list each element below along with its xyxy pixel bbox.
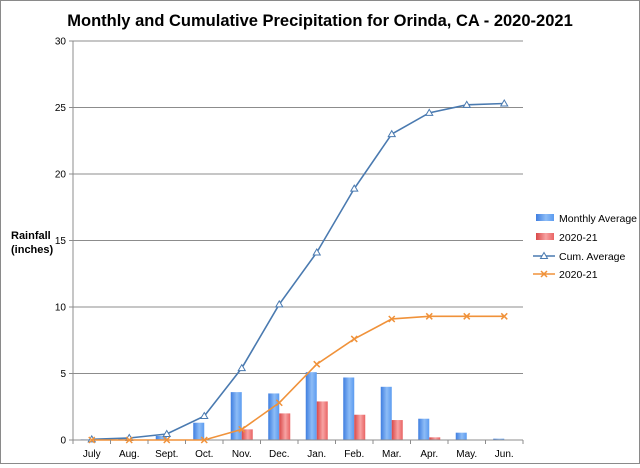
point-cum-average-nov <box>237 363 247 372</box>
point-cum-average-feb <box>349 184 359 192</box>
point-cum-average-may <box>462 100 472 108</box>
point-2020-21-jun <box>500 312 508 320</box>
bar-2020-21-apr <box>429 437 441 440</box>
x-tick-label-jan: Jan. <box>307 449 326 460</box>
legend-swatch-2020-21-bar <box>536 233 554 240</box>
bar-2020-21-feb <box>354 414 366 440</box>
y-tick-label: 10 <box>55 303 67 314</box>
x-tick-label-feb: Feb. <box>344 449 364 460</box>
point-cum-average-dec <box>274 299 284 308</box>
x-tick-label-dec: Dec. <box>269 449 290 460</box>
line-2020-21 <box>91 315 505 441</box>
point-cum-average-sept <box>162 429 172 438</box>
legend-label-monthly-average: Monthly Average <box>559 213 637 225</box>
bar-monthly-average-apr <box>418 418 430 440</box>
bar-monthly-average-dec <box>268 393 280 440</box>
point-cum-average-apr <box>424 108 434 116</box>
x-tick-label-nov: Nov. <box>232 449 252 460</box>
x-tick-label-oct: Oct. <box>195 449 213 460</box>
point-cum-average-jan <box>312 247 322 256</box>
lines <box>87 99 509 444</box>
point-2020-21-july <box>88 436 96 444</box>
y-tick-label: 0 <box>60 436 66 447</box>
bar-monthly-average-mar <box>380 386 392 440</box>
bar-2020-21-nov <box>241 429 253 440</box>
y-axis-label-line1: Rainfall <box>11 230 51 242</box>
gridlines <box>73 40 523 374</box>
x-tick-label-mar: Mar. <box>382 449 401 460</box>
legend-label-cum-average: Cum. Average <box>559 251 626 263</box>
legend-x-icon <box>540 270 548 278</box>
y-axis-label-line2: (inches) <box>11 244 54 256</box>
bar-monthly-average-sept <box>155 436 167 440</box>
y-axis-ticks: 0 5 10 15 20 25 30 <box>55 37 73 447</box>
legend-swatch-monthly-average <box>536 214 554 221</box>
legend-label-2020-21-bar: 2020-21 <box>559 232 598 244</box>
bar-monthly-average-feb <box>343 377 355 440</box>
legend: Monthly Average 2020-21 Cum. Average 202… <box>533 213 637 281</box>
line-cum-average <box>91 102 505 441</box>
point-2020-21-sept <box>163 436 171 444</box>
point-2020-21-dec <box>275 399 283 407</box>
x-tick-label-jun: Jun. <box>495 449 514 460</box>
point-2020-21-apr <box>425 312 433 320</box>
bar-monthly-average-jan <box>305 372 317 440</box>
x-tick-label-apr: Apr. <box>420 449 438 460</box>
point-2020-21-aug <box>125 436 133 444</box>
point-cum-average-jun <box>499 99 509 107</box>
x-tick-label-july: July <box>83 449 101 460</box>
point-2020-21-feb <box>350 335 358 343</box>
point-2020-21-jan <box>313 360 321 368</box>
legend-label-2020-21-line: 2020-21 <box>559 269 598 281</box>
bar-monthly-average-oct <box>193 422 205 440</box>
chart-title: Monthly and Cumulative Precipitation for… <box>67 12 573 30</box>
point-2020-21-mar <box>388 315 396 323</box>
bar-monthly-average-jun <box>493 438 505 440</box>
y-tick-label: 25 <box>55 103 67 114</box>
bar-monthly-average-nov <box>230 392 242 440</box>
point-2020-21-may <box>463 312 471 320</box>
bars <box>80 372 505 440</box>
bar-2020-21-mar <box>391 420 403 440</box>
legend-triangle-icon <box>539 251 549 259</box>
point-2020-21-oct <box>200 436 208 444</box>
point-cum-average-oct <box>199 411 209 420</box>
y-tick-label: 15 <box>55 236 67 247</box>
y-tick-label: 30 <box>55 37 67 48</box>
bar-2020-21-jan <box>316 401 328 440</box>
bar-2020-21-dec <box>279 413 291 440</box>
bar-monthly-average-may <box>455 432 467 440</box>
y-tick-label: 5 <box>60 369 66 380</box>
x-tick-label-may: May. <box>456 449 477 460</box>
point-2020-21-nov <box>238 425 246 433</box>
y-tick-label: 20 <box>55 170 67 181</box>
x-tick-label-sept: Sept. <box>155 449 178 460</box>
x-axis-ticks: July Aug. Sept. Oct. Nov. Dec. Jan. Feb. Mar. Apr… <box>72 440 524 460</box>
point-cum-average-mar <box>387 129 397 138</box>
x-tick-label-aug: Aug. <box>119 449 140 460</box>
